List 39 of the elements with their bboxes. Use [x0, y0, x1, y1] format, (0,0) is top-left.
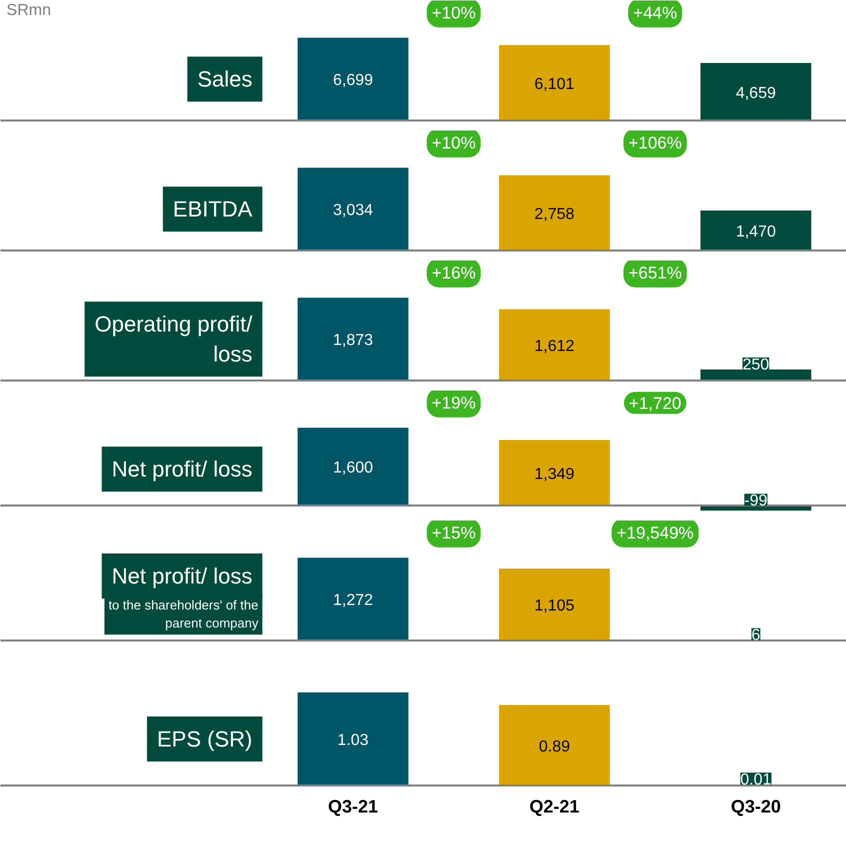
text: to the shareholders' of the parent company	[108, 598, 259, 631]
text: +16%	[432, 263, 476, 282]
data-label: 0.89	[538, 738, 570, 756]
text: Net profit/ loss	[112, 456, 252, 482]
data-label: 1,349	[534, 466, 575, 483]
data-label: 1,600	[332, 460, 374, 477]
data-label: 1,612	[534, 338, 575, 355]
data-label: 3,034	[332, 202, 374, 220]
data-label: 2,758	[534, 206, 575, 223]
text: +19%	[432, 393, 476, 412]
text: SRmn	[6, 2, 51, 20]
data-label: 1.03	[337, 732, 369, 749]
data-label: 6,101	[534, 76, 575, 93]
text: +1,720	[628, 394, 682, 413]
data-label: 4,659	[736, 84, 776, 102]
text: +10%	[432, 3, 476, 22]
data-label: 6,699	[332, 72, 374, 90]
text: +10%	[432, 133, 476, 152]
data-label: 250	[742, 356, 770, 374]
x-tick-label: Q2-21	[529, 796, 580, 816]
text: Sales	[197, 66, 252, 92]
text: +15%	[432, 523, 476, 542]
text: +106%	[628, 133, 682, 152]
data-label: 1,873	[332, 332, 374, 350]
text: +19,549%	[616, 523, 694, 542]
data-label: 1,105	[534, 598, 575, 615]
chart-title: Net profit/ loss	[112, 563, 252, 588]
text: EPS (SR)	[157, 726, 252, 752]
text: +651%	[628, 263, 682, 282]
text: EBITDA	[172, 196, 253, 222]
data-label: 6	[751, 627, 760, 644]
data-label: 0.01	[740, 772, 772, 789]
x-tick-label: Q3-20	[730, 796, 781, 816]
text: Operating profit/ loss	[94, 312, 254, 367]
data-label: 1,470	[736, 224, 776, 241]
x-tick-label: Q3-21	[328, 796, 378, 816]
data-label: 1,272	[332, 592, 374, 610]
data-label: -99	[744, 492, 768, 510]
text: +44%	[633, 3, 678, 22]
